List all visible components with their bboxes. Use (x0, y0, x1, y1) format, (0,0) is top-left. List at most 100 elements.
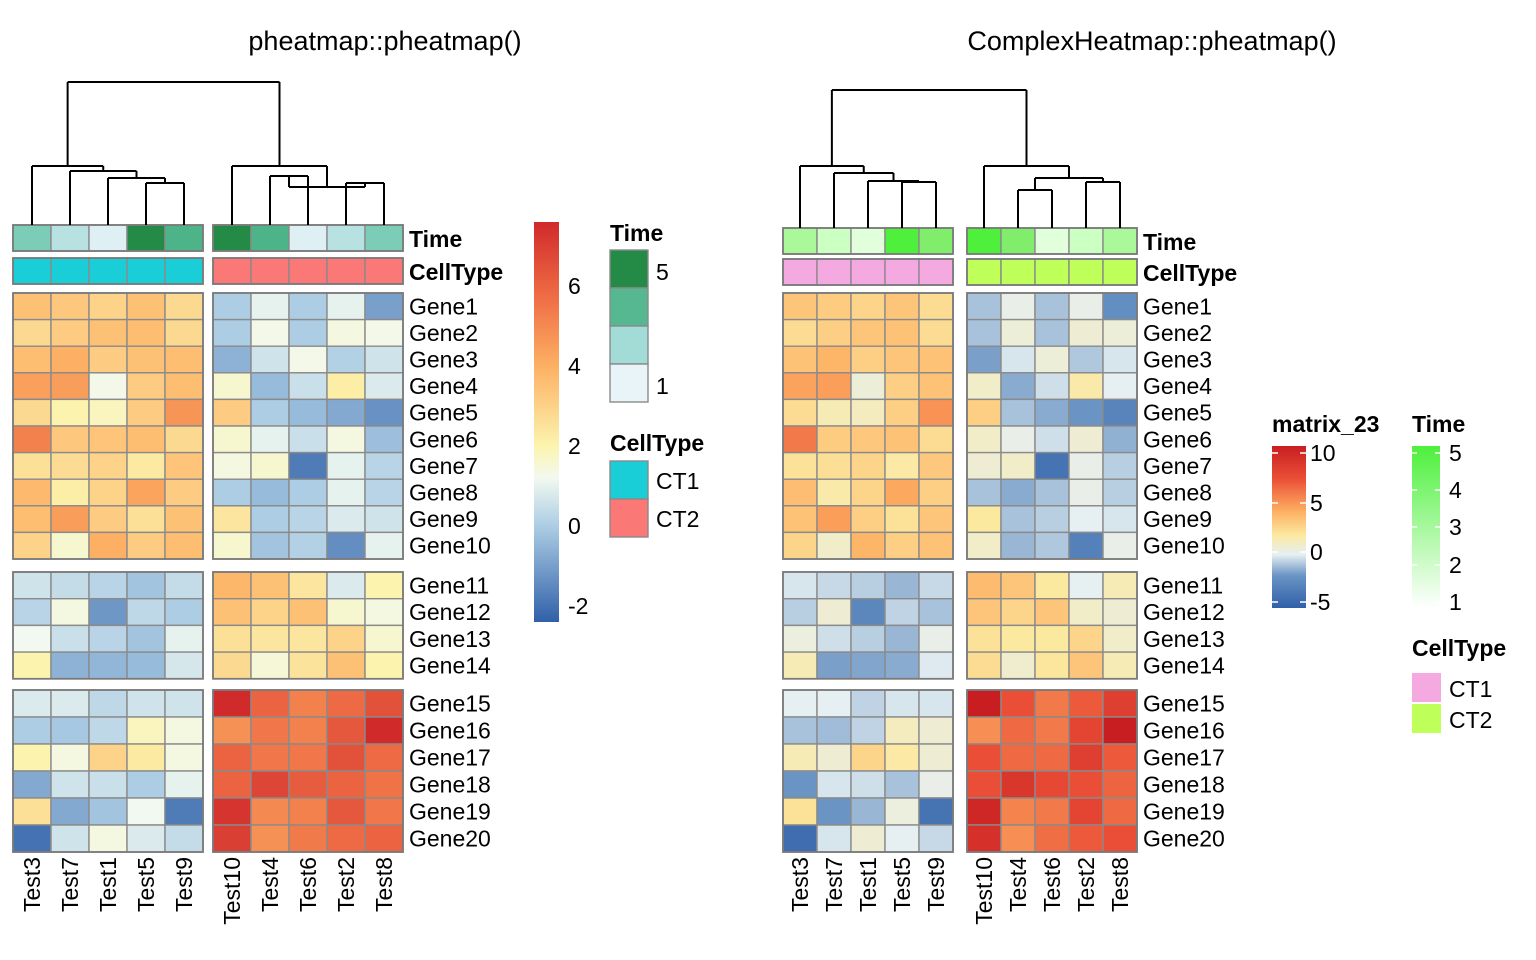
heatmap-cell (250, 651, 290, 680)
heatmap-cell (884, 398, 920, 427)
heatmap-cell (250, 372, 290, 401)
heatmap-block-border (12, 571, 204, 680)
heatmap-cell (250, 318, 290, 347)
annotation-time-cell (12, 224, 52, 252)
heatmap-cell (12, 398, 52, 427)
row-label: Gene13 (1143, 626, 1225, 652)
legend-time-swatch (609, 325, 649, 365)
heatmap-cell (212, 531, 252, 560)
annotation-celltype-cell (918, 258, 954, 286)
annotation-time-cell (1102, 227, 1138, 255)
heatmap-cell (88, 770, 128, 799)
heatmap-cell (288, 651, 328, 680)
heatmap-cell (50, 571, 90, 600)
heatmap-cell (782, 478, 818, 507)
heatmap-cell (212, 716, 252, 745)
heatmap-cell (1102, 716, 1138, 745)
heatmap-cell (164, 797, 204, 826)
heatmap-cell (918, 372, 954, 401)
row-label: Gene12 (1143, 599, 1225, 625)
heatmap-cell (850, 824, 886, 853)
heatmap-cell (164, 770, 204, 799)
heatmap-cell (250, 624, 290, 653)
heatmap-cell (12, 478, 52, 507)
colorbar-tick-label: -2 (568, 593, 588, 619)
annotation-time-cell (326, 224, 366, 252)
heatmap-cell (884, 797, 920, 826)
heatmap-cell (1102, 624, 1138, 653)
heatmap-cell (12, 505, 52, 534)
annotation-time-cell (1068, 227, 1104, 255)
row-label: Gene15 (1143, 691, 1225, 717)
heatmap-cell (326, 624, 366, 653)
heatmap-cell (1102, 425, 1138, 454)
legend-time-label: 5 (656, 259, 669, 285)
heatmap-cell (782, 372, 818, 401)
heatmap-cell (1034, 398, 1070, 427)
legend-title-celltype: CellType (610, 430, 704, 456)
annotation-time-cell (782, 227, 818, 255)
heatmap-cell (88, 451, 128, 480)
heatmap-cell (918, 398, 954, 427)
heatmap-cell (1034, 824, 1070, 853)
heatmap-cell (326, 345, 366, 374)
heatmap-cell (364, 478, 404, 507)
heatmap-cell (884, 318, 920, 347)
heatmap-cell (126, 571, 166, 600)
column-label: Test10 (219, 857, 245, 925)
heatmap-cell (288, 797, 328, 826)
heatmap-cell (212, 478, 252, 507)
heatmap-block-border (212, 689, 404, 853)
heatmap-cell (782, 292, 818, 321)
heatmap-cell (326, 797, 366, 826)
heatmap-cell (126, 451, 166, 480)
heatmap-cell (126, 318, 166, 347)
heatmap-cell (1068, 292, 1104, 321)
heatmap-cell (1000, 797, 1036, 826)
row-label: Gene10 (409, 533, 491, 559)
heatmap-cell (1102, 797, 1138, 826)
heatmap-block-border (212, 571, 404, 680)
heatmap-cell (1068, 651, 1104, 680)
heatmap-cell (816, 451, 852, 480)
legend-title-celltype: CellType (1412, 635, 1506, 661)
annotation-celltype-cell (1000, 258, 1036, 286)
heatmap-cell (250, 598, 290, 627)
annotation-time-cell (88, 224, 128, 252)
heatmap-cell (250, 770, 290, 799)
column-label: Test6 (1039, 857, 1065, 912)
heatmap-cell (326, 318, 366, 347)
heatmap-cell (816, 743, 852, 772)
column-label: Test4 (1005, 857, 1031, 912)
heatmap-cell (88, 689, 128, 718)
heatmap-cell (288, 372, 328, 401)
heatmap-cell (1000, 651, 1036, 680)
heatmap-cell (1102, 689, 1138, 718)
heatmap-cell (1034, 598, 1070, 627)
heatmap-cell (1034, 651, 1070, 680)
row-label: Gene8 (409, 480, 478, 506)
colorbar-tick-label: 5 (1310, 490, 1323, 516)
heatmap-cell (288, 624, 328, 653)
heatmap-cell (1102, 505, 1138, 534)
heatmap-cell (326, 651, 366, 680)
heatmap-cell (1000, 531, 1036, 560)
heatmap-cell (12, 571, 52, 600)
heatmap-cell (12, 716, 52, 745)
heatmap-cell (782, 345, 818, 374)
heatmap-cell (50, 451, 90, 480)
heatmap-cell (250, 797, 290, 826)
column-label: Test6 (295, 857, 321, 912)
column-label: Test5 (133, 857, 159, 912)
heatmap-cell (12, 292, 52, 321)
heatmap-cell (164, 571, 204, 600)
heatmap-cell (1068, 318, 1104, 347)
heatmap-cell (126, 797, 166, 826)
heatmap-cell (88, 797, 128, 826)
heatmap-cell (164, 689, 204, 718)
heatmap-cell (212, 425, 252, 454)
row-label: Gene14 (1143, 652, 1225, 678)
heatmap-cell (966, 651, 1002, 680)
heatmap-cell (364, 797, 404, 826)
heatmap-cell (1102, 824, 1138, 853)
